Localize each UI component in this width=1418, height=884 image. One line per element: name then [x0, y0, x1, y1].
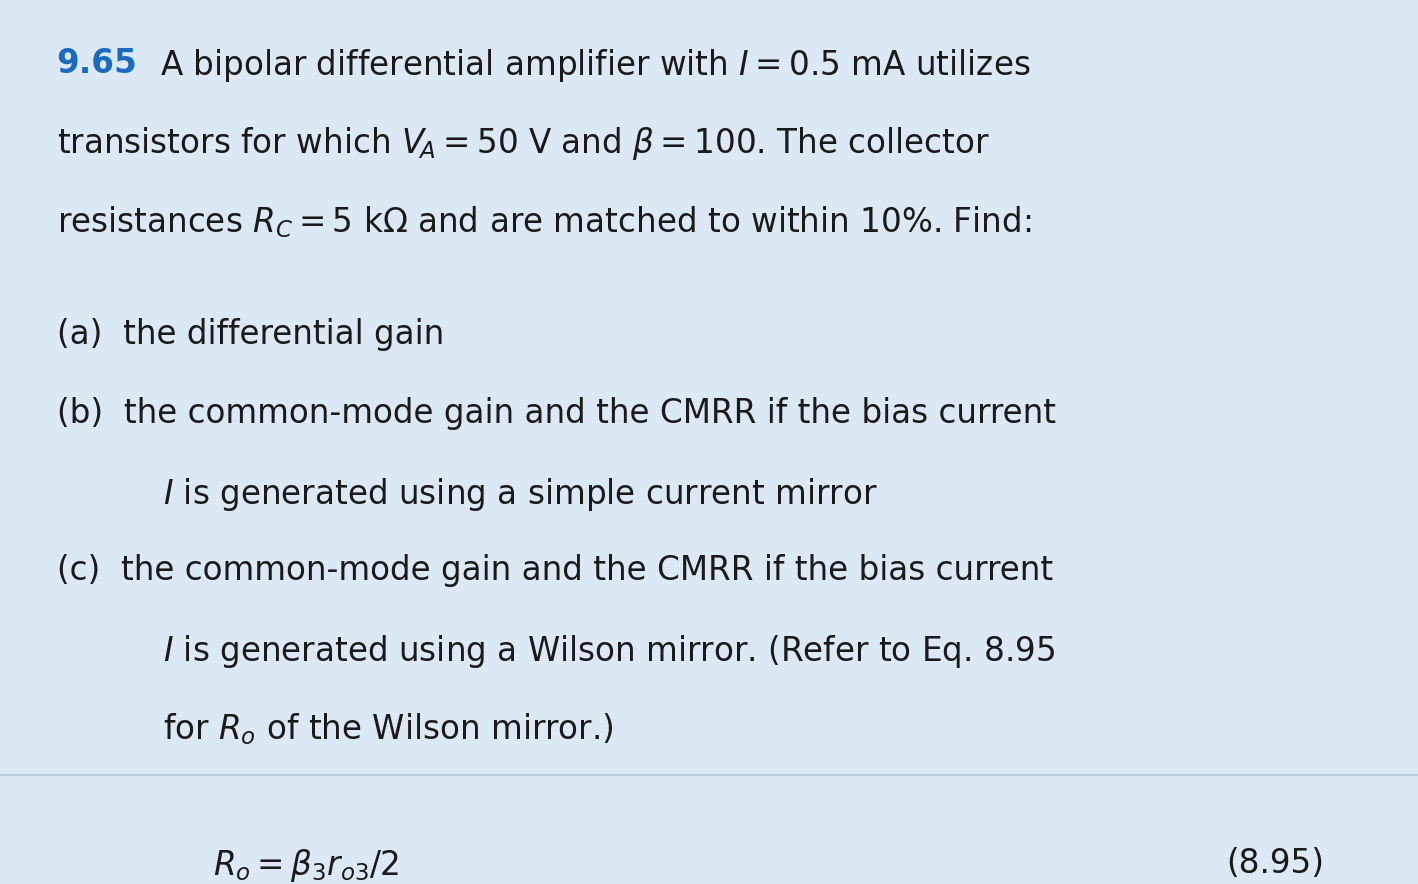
Text: $I$ is generated using a simple current mirror: $I$ is generated using a simple current …: [163, 476, 878, 513]
Text: (8.95): (8.95): [1227, 847, 1324, 880]
Text: transistors for which $V_{\!A} = 50$ V and $\beta = 100$. The collector: transistors for which $V_{\!A} = 50$ V a…: [57, 126, 990, 163]
Text: 9.65: 9.65: [57, 47, 138, 80]
Text: $I$ is generated using a Wilson mirror. (Refer to Eq. 8.95: $I$ is generated using a Wilson mirror. …: [163, 633, 1055, 670]
Text: for $R_o$ of the Wilson mirror.): for $R_o$ of the Wilson mirror.): [163, 712, 614, 748]
Text: A bipolar differential amplifier with $I = 0.5$ mA utilizes: A bipolar differential amplifier with $I…: [160, 47, 1031, 84]
Text: (c)  the common-mode gain and the CMRR if the bias current: (c) the common-mode gain and the CMRR if…: [57, 554, 1052, 587]
Text: (a)  the differential gain: (a) the differential gain: [57, 318, 444, 351]
Text: $R_o = \beta_3 r_{o3}/2$: $R_o = \beta_3 r_{o3}/2$: [213, 847, 398, 884]
Text: (b)  the common-mode gain and the CMRR if the bias current: (b) the common-mode gain and the CMRR if…: [57, 397, 1056, 430]
Text: resistances $R_C = 5$ k$\Omega$ and are matched to within 10%. Find:: resistances $R_C = 5$ k$\Omega$ and are …: [57, 204, 1031, 240]
